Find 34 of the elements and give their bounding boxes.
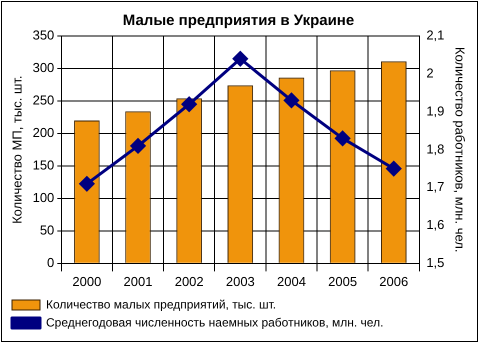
legend-label: Среднегодовая численность наемных работников, млн. чел. [46,315,384,330]
y-tick-label: 300 [32,60,54,76]
point [182,96,197,112]
legend-label: Количество малых предприятий, тыс. шт. [46,297,276,312]
chart-title: Малые предприятия в Украине [122,12,354,30]
y-tick-label: 100 [32,190,54,206]
x-tick-label: 2006 [379,274,408,289]
y-axis-title: Количество МП, тыс. шт. [9,75,24,224]
point [232,51,248,66]
y2-tick-label: 1,5 [426,254,444,270]
x-tick-label: 2000 [72,274,102,289]
point [79,176,94,192]
point [386,161,402,176]
x-tick-label: 2005 [328,274,358,289]
x-tick-label: 2004 [276,274,306,289]
x-tick-label: 2002 [174,274,204,289]
y2-tick-label: 1,8 [426,141,444,156]
y2-tick-label: 2,1 [426,28,444,43]
y-tick-label: 200 [32,125,54,140]
x-tick-label: 2001 [124,274,152,289]
y-tick-label: 350 [32,28,54,43]
y-tick-label: 0 [47,254,54,270]
y2-tick-label: 1,6 [426,217,444,232]
point [335,130,350,146]
y2-tick-label: 1,7 [426,179,444,194]
y2-axis-title: Количество работников, млн. чел. [452,46,468,252]
y2-tick-label: 1,9 [426,103,444,118]
x-tick-label: 2003 [226,274,255,289]
point [284,92,299,108]
y-tick-label: 50 [40,222,54,238]
y2-tick-label: 2 [426,65,434,80]
point [130,138,146,154]
y-tick-label: 150 [32,158,54,173]
y-tick-label: 250 [32,92,54,108]
